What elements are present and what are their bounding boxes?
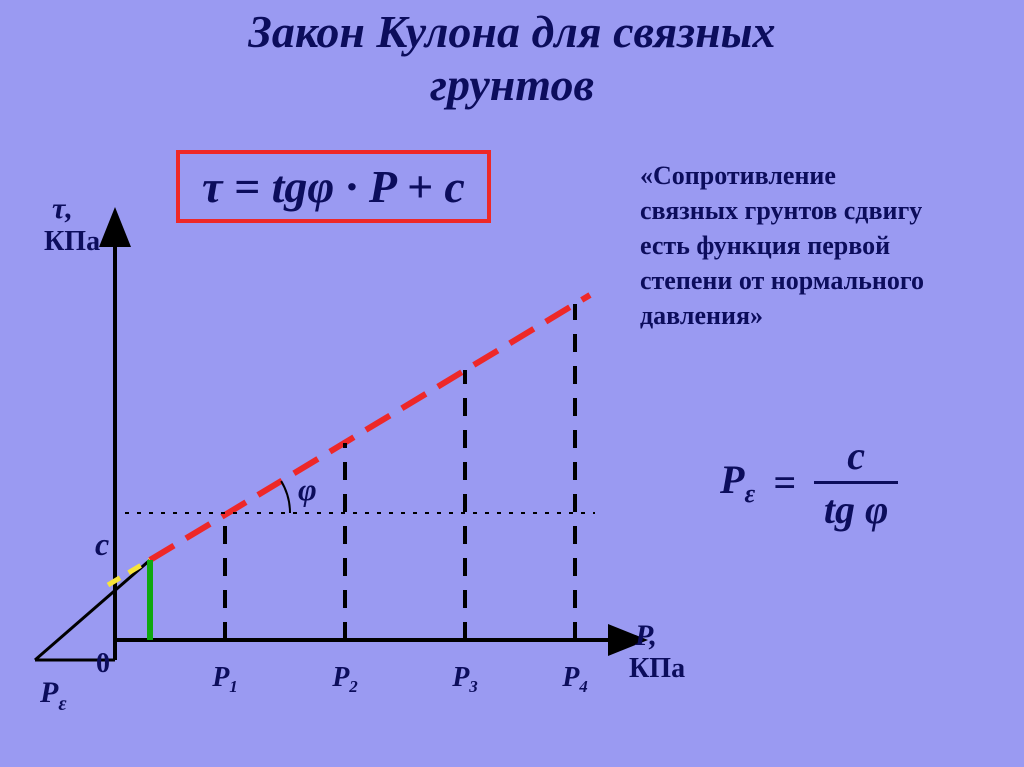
phi-arc: [281, 481, 290, 513]
p-tick-label-3: P3: [451, 662, 478, 696]
chart-label: P,: [634, 619, 657, 652]
shear-line: [150, 295, 590, 560]
pe-label: Pε: [39, 676, 67, 715]
back-extension-line: [35, 560, 150, 660]
p-tick-label-4: P4: [561, 662, 588, 696]
chart-label: c: [95, 526, 109, 562]
chart-label: τ,: [52, 192, 73, 225]
p-tick-label-1: P1: [211, 662, 238, 696]
p-tick-label-2: P2: [331, 662, 358, 696]
chart-label: 0: [96, 648, 110, 679]
chart-label: φ: [298, 471, 317, 507]
chart-label: КПа: [44, 226, 100, 257]
coulomb-chart: τ,КПаP,КПа0PεcφP1P2P3P4: [0, 0, 1024, 767]
chart-label: КПа: [629, 653, 685, 684]
